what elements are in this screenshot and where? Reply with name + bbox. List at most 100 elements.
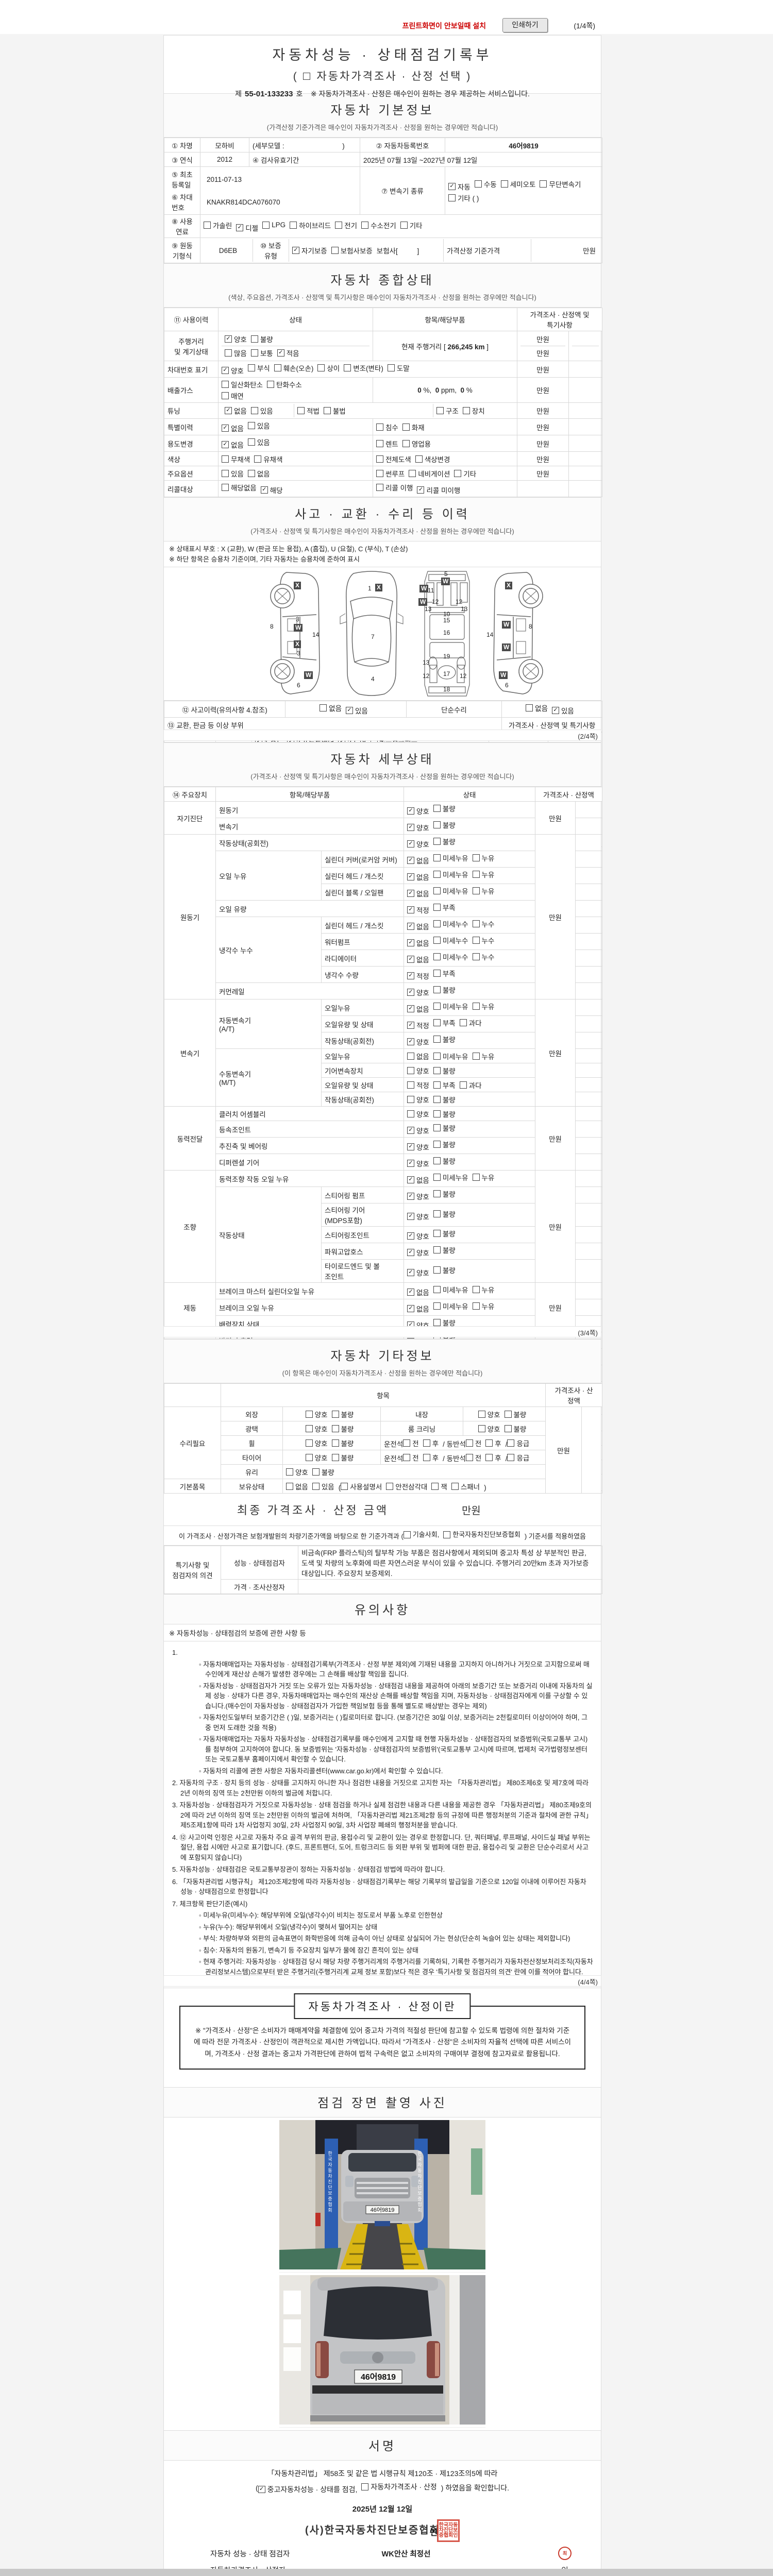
empty-box-icon[interactable]: [423, 1453, 430, 1461]
empty-box-icon[interactable]: [433, 1286, 441, 1293]
price-select-checkbox[interactable]: [303, 73, 310, 80]
checkbox-option[interactable]: 응급: [507, 1452, 529, 1463]
checkbox-option[interactable]: 불량: [433, 1228, 456, 1239]
empty-box-icon[interactable]: [433, 1081, 441, 1089]
checked-box-icon[interactable]: [258, 2486, 265, 2493]
checkbox-option[interactable]: 없음: [407, 954, 429, 964]
checked-box-icon[interactable]: [407, 873, 414, 880]
checkbox-option[interactable]: 불량: [504, 1423, 526, 1434]
checkbox-option[interactable]: 미세누유: [433, 1172, 468, 1182]
empty-box-icon[interactable]: [400, 221, 408, 229]
checkbox-option[interactable]: 양호: [407, 1211, 429, 1222]
empty-box-icon[interactable]: [331, 1410, 339, 1418]
checked-box-icon[interactable]: [407, 857, 414, 864]
checkbox-option[interactable]: 영업용: [402, 438, 431, 449]
empty-box-icon[interactable]: [250, 407, 258, 414]
checkbox-option[interactable]: 없음: [222, 423, 244, 433]
empty-box-icon[interactable]: [474, 180, 482, 188]
checked-box-icon[interactable]: [407, 1232, 414, 1240]
checkbox-option[interactable]: 양호: [305, 1423, 328, 1434]
checkbox-option[interactable]: 탄화수소: [267, 379, 302, 389]
checkbox-option[interactable]: 구조: [436, 405, 459, 416]
checkbox-option[interactable]: 불량: [433, 1156, 456, 1166]
empty-box-icon[interactable]: [433, 937, 441, 944]
empty-box-icon[interactable]: [247, 422, 255, 429]
checkbox-option[interactable]: 해당: [260, 485, 283, 495]
checkbox-option[interactable]: 미세누유: [433, 1301, 468, 1311]
checkbox-option[interactable]: 썬루프: [376, 468, 405, 479]
checkbox-option[interactable]: 부족: [433, 902, 456, 912]
checkbox-option[interactable]: 보통: [250, 348, 273, 358]
empty-box-icon[interactable]: [402, 423, 410, 431]
checkbox-option[interactable]: 수동: [474, 179, 497, 189]
checkbox-option[interactable]: 없음: [222, 439, 244, 450]
checkbox-option[interactable]: 양호: [407, 1247, 429, 1258]
empty-box-icon[interactable]: [472, 887, 480, 894]
empty-box-icon[interactable]: [344, 364, 351, 371]
checkbox-option[interactable]: 후: [485, 1438, 501, 1448]
checkbox-option[interactable]: 있음: [346, 705, 368, 716]
empty-box-icon[interactable]: [485, 1439, 493, 1447]
checkbox-option[interactable]: 누수: [472, 935, 494, 945]
empty-box-icon[interactable]: [472, 920, 480, 927]
checkbox-option[interactable]: 없음: [225, 405, 247, 416]
checkbox-option[interactable]: 유채색: [254, 454, 283, 464]
checked-box-icon[interactable]: [407, 956, 414, 963]
checked-box-icon[interactable]: [407, 1143, 414, 1150]
checkbox-option[interactable]: 없음: [286, 1481, 308, 1492]
checkbox-option[interactable]: 불량: [433, 1189, 456, 1199]
checkbox-option[interactable]: 양호: [407, 987, 429, 997]
empty-box-icon[interactable]: [433, 986, 441, 993]
checkbox-option[interactable]: 자동: [448, 181, 470, 192]
empty-box-icon[interactable]: [250, 349, 258, 357]
checked-box-icon[interactable]: [407, 1268, 414, 1276]
checkbox-option[interactable]: 없음: [320, 703, 342, 713]
empty-box-icon[interactable]: [376, 439, 383, 447]
checkbox-option[interactable]: 누유: [472, 853, 494, 863]
empty-box-icon[interactable]: [431, 1482, 439, 1490]
checkbox-option[interactable]: 없음: [407, 1175, 429, 1185]
empty-box-icon[interactable]: [472, 871, 480, 878]
checked-box-icon[interactable]: [225, 407, 232, 414]
checkbox-option[interactable]: 부족: [433, 1080, 456, 1090]
empty-box-icon[interactable]: [386, 1482, 394, 1490]
checkbox-option[interactable]: 응급: [507, 1438, 529, 1448]
empty-box-icon[interactable]: [225, 349, 232, 357]
checkbox-option[interactable]: 미세누유: [433, 886, 468, 896]
checkbox-option[interactable]: 보험사보증: [331, 245, 373, 256]
empty-box-icon[interactable]: [361, 221, 369, 229]
empty-box-icon[interactable]: [433, 1230, 441, 1237]
checked-box-icon[interactable]: [222, 367, 229, 374]
checkbox-option[interactable]: 불량: [504, 1409, 526, 1419]
empty-box-icon[interactable]: [407, 1110, 414, 1117]
checkbox-option[interactable]: 불법: [323, 405, 346, 416]
checkbox-option[interactable]: 있음: [247, 437, 270, 447]
checkbox-option[interactable]: 불량: [331, 1409, 354, 1419]
checked-box-icon[interactable]: [222, 425, 229, 432]
empty-box-icon[interactable]: [407, 1052, 414, 1060]
checkbox-option[interactable]: 불량: [331, 1452, 354, 1463]
checkbox-option[interactable]: 없음: [407, 855, 429, 866]
empty-box-icon[interactable]: [433, 1302, 441, 1310]
empty-box-icon[interactable]: [335, 221, 343, 229]
empty-box-icon[interactable]: [433, 953, 441, 960]
checkbox-option[interactable]: LPG: [262, 221, 285, 229]
empty-box-icon[interactable]: [465, 1439, 473, 1447]
checkbox-option[interactable]: 전: [465, 1438, 481, 1448]
empty-box-icon[interactable]: [403, 1531, 411, 1539]
checked-box-icon[interactable]: [407, 1127, 414, 1134]
checked-box-icon[interactable]: [407, 1289, 414, 1296]
empty-box-icon[interactable]: [312, 1482, 320, 1490]
empty-box-icon[interactable]: [312, 1468, 320, 1476]
checkbox-option[interactable]: 기술사회,: [403, 1530, 439, 1540]
checkbox-option[interactable]: 양호: [305, 1438, 328, 1448]
empty-box-icon[interactable]: [433, 805, 441, 812]
empty-box-icon[interactable]: [433, 904, 441, 911]
empty-box-icon[interactable]: [507, 1453, 515, 1461]
empty-box-icon[interactable]: [247, 364, 255, 371]
checked-box-icon[interactable]: [417, 486, 425, 494]
checkbox-option[interactable]: 있음: [312, 1481, 334, 1492]
checkbox-option[interactable]: 미세누수: [433, 919, 468, 929]
empty-box-icon[interactable]: [433, 1141, 441, 1148]
checkbox-option[interactable]: 미세누수: [433, 952, 468, 962]
